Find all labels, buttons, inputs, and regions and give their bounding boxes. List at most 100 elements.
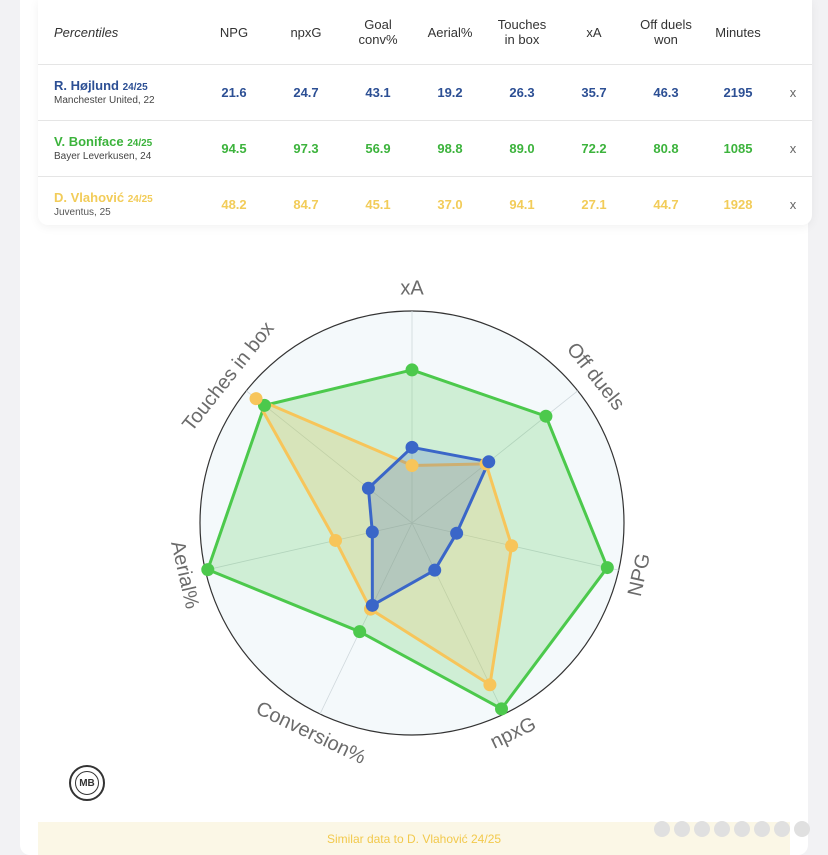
column-header-text: in box xyxy=(504,32,540,47)
stat-cell: 19.2 xyxy=(414,64,486,121)
player-name[interactable]: R. Højlund 24/25 xyxy=(54,78,197,95)
watermark xyxy=(632,818,810,840)
stat-cell: 1085 xyxy=(702,120,774,177)
stat-cell: 21.6 xyxy=(198,64,270,121)
radar-spoke xyxy=(319,522,413,715)
stat-cell: 26.3 xyxy=(486,64,558,121)
column-header-text: Goal xyxy=(364,17,392,32)
column-header[interactable]: Off duels won xyxy=(630,0,702,65)
watermark-dot xyxy=(774,821,790,837)
column-header-text: NPG xyxy=(219,24,249,40)
radar-data-point xyxy=(428,563,442,577)
stat-cell: 48.2 xyxy=(221,197,247,212)
stat-cell: 98.8 xyxy=(414,120,486,177)
radar-data-point xyxy=(405,363,419,377)
column-header[interactable]: xA xyxy=(558,0,630,65)
footer-text: Similar data to D. Vlahović 24/25 xyxy=(326,831,502,846)
remove-player-button[interactable]: x xyxy=(789,197,797,212)
stat-cell: 37.0 xyxy=(437,197,463,212)
player-season: 24/25 xyxy=(127,138,153,149)
stat-cell: 46.3 xyxy=(630,64,702,121)
column-header-text: Minutes xyxy=(715,24,761,40)
radar-series-area xyxy=(206,368,609,711)
remove-player-button[interactable]: x xyxy=(774,64,812,121)
radar-axis-label: NPG xyxy=(624,551,655,598)
player-club: Juventus, 25 xyxy=(54,207,111,218)
table-header-row: Percentiles NPG npxG Goal conv% Aerial% Touche… xyxy=(38,0,812,65)
radar-data-point xyxy=(483,678,497,692)
stat-cell: 2195 xyxy=(702,64,774,121)
column-header[interactable]: Goal conv% xyxy=(342,0,414,65)
table-row[interactable]: D. Vlahović 24/25 Juventus, 25 48.2 84.7 45.… xyxy=(38,177,812,233)
percentiles-table-panel: Percentiles NPG npxG Goal conv% Aerial% Touche… xyxy=(38,0,812,225)
column-header[interactable]: npxG xyxy=(270,0,342,65)
radar-data-point xyxy=(365,525,379,539)
stat-cell: 45.1 xyxy=(365,197,391,212)
radar-data-point xyxy=(201,563,215,577)
column-header-text: Off duels xyxy=(640,17,692,32)
player-name-text: D. Vlahović xyxy=(54,190,128,205)
watermark-dot xyxy=(714,821,730,837)
mb-logo-text: MB xyxy=(79,777,95,789)
column-header-text: npxG xyxy=(290,24,322,40)
radar-series-area xyxy=(254,397,514,687)
watermark-dot xyxy=(674,821,690,837)
radar-series-area xyxy=(366,445,491,607)
table-body: R. Højlund 24/25 Manchester United, 22 21.… xyxy=(38,64,812,233)
player-season: 24/25 xyxy=(122,82,148,93)
column-header[interactable]: Minutes xyxy=(702,0,774,65)
radar-data-point xyxy=(494,702,508,716)
radar-data-point xyxy=(482,455,496,469)
player-season: 24/25 xyxy=(127,194,153,205)
player-cell: D. Vlahović 24/25 Juventus, 25 xyxy=(38,177,198,233)
column-header-text: xA xyxy=(586,24,602,40)
stat-cell: 1928 xyxy=(723,197,753,212)
table-row[interactable]: V. Boniface 24/25 Bayer Leverkusen, 24 94.… xyxy=(38,120,812,177)
column-header-text: won xyxy=(654,32,678,47)
radar-data-point xyxy=(249,392,263,406)
mb-logo: MB xyxy=(69,765,105,801)
stat-cell: 72.2 xyxy=(558,120,630,177)
player-name[interactable]: V. Boniface 24/25 xyxy=(54,134,197,151)
player-name[interactable]: D. Vlahović 24/25 xyxy=(54,190,197,207)
column-header-text: conv% xyxy=(358,32,398,47)
chart-card: Percentiles NPG npxG Goal conv% Aerial% Touche… xyxy=(20,0,812,855)
table-row[interactable]: R. Højlund 24/25 Manchester United, 22 21.… xyxy=(38,64,812,121)
stat-cell: 94.5 xyxy=(198,120,270,177)
radar-axis-label: npxG xyxy=(487,713,540,754)
radar-data-point xyxy=(600,561,614,575)
radar-axis-label: xA xyxy=(400,277,424,299)
column-header[interactable]: NPG xyxy=(198,0,270,65)
stat-cell: 56.9 xyxy=(342,120,414,177)
radar-axis-label: Aerial% xyxy=(166,539,203,611)
column-header-text: Touches xyxy=(497,17,547,32)
radar-data-point xyxy=(505,539,519,553)
radar-data-point xyxy=(361,481,375,495)
stat-cell: 84.7 xyxy=(293,197,319,212)
stat-cell: 97.3 xyxy=(270,120,342,177)
radar-spoke xyxy=(246,390,413,524)
percentiles-table: Percentiles NPG npxG Goal conv% Aerial% Touche… xyxy=(38,0,812,232)
mb-logo-inner: MB xyxy=(75,771,99,795)
column-header[interactable]: Percentiles xyxy=(38,0,198,65)
player-cell: R. Højlund 24/25 Manchester United, 22 xyxy=(38,64,198,121)
radar-data-point xyxy=(405,440,419,454)
column-header[interactable]: Touches in box xyxy=(486,0,558,65)
stat-cell: 80.8 xyxy=(630,120,702,177)
stat-cell: 94.1 xyxy=(509,197,535,212)
stat-cell: 35.7 xyxy=(558,64,630,121)
watermark-dot xyxy=(734,821,750,837)
player-club: Bayer Leverkusen, 24 xyxy=(54,151,152,162)
column-header[interactable]: Aerial% xyxy=(414,0,486,65)
radar-data-point xyxy=(365,598,379,612)
stat-cell: 43.1 xyxy=(342,64,414,121)
stat-cell: 89.0 xyxy=(486,120,558,177)
watermark-dot xyxy=(654,821,670,837)
stat-cell: 24.7 xyxy=(270,64,342,121)
column-header-remove xyxy=(774,0,812,65)
radar-data-point xyxy=(329,533,343,547)
remove-player-button[interactable]: x xyxy=(774,120,812,177)
radar-data-point xyxy=(405,459,419,473)
watermark-dot xyxy=(794,821,810,837)
radar-data-point xyxy=(450,526,464,540)
